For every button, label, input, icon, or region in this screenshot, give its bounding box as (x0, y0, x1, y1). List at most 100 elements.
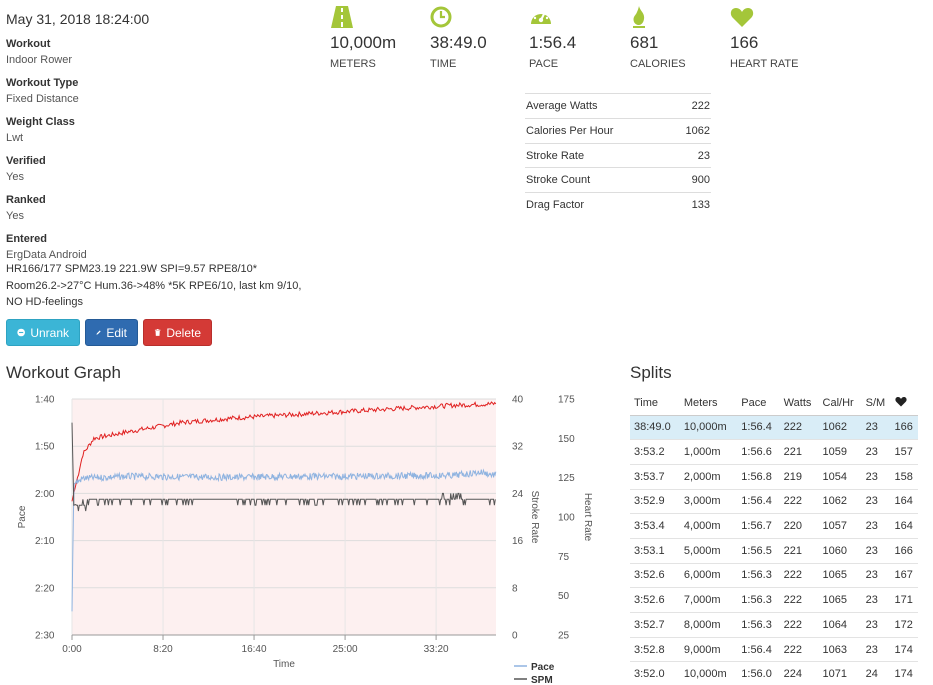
split-cell: 1059 (818, 439, 862, 465)
split-cell: 164 (890, 513, 918, 539)
x-tick-label: 16:40 (242, 644, 267, 655)
x-tick-label: 25:00 (333, 644, 358, 655)
field-label-workout: Workout (6, 38, 51, 50)
split-cell: 1:56.5 (737, 537, 780, 564)
table-row: 3:52.7 8,000m 1:56.3 222 1064 23 172 (630, 612, 918, 638)
stat-meters: 10,000m METERS (330, 6, 430, 70)
stat-meters-value: 10,000m (330, 33, 397, 52)
graph-title: Workout Graph (6, 363, 121, 382)
col-sm: S/M (861, 391, 891, 416)
metric-label: Average Watts (526, 100, 598, 112)
split-cell: 3:53.2 (630, 439, 680, 465)
hr-tick-label: 175 (558, 395, 575, 406)
speedometer-icon (531, 9, 551, 24)
stat-pace: 1:56.4 PACE (529, 6, 629, 70)
metric-value: 222 (691, 100, 710, 112)
split-cell: 3:52.6 (630, 562, 680, 588)
split-cell: 3:52.6 (630, 587, 680, 613)
stat-calories-value: 681 (630, 33, 659, 52)
split-cell: 1:56.0 (737, 661, 780, 685)
stat-time-unit: TIME (430, 58, 457, 70)
col-watts: Watts (779, 391, 819, 416)
split-cell: 1,000m (679, 439, 738, 465)
split-cell: 23 (861, 636, 891, 662)
split-cell: 3:52.9 (630, 488, 680, 514)
split-cell: 23 (861, 513, 891, 539)
metric-value: 133 (691, 199, 710, 212)
split-cell: 3,000m (679, 488, 738, 514)
split-cell: 1060 (818, 537, 862, 564)
field-value-verified: Yes (6, 171, 24, 183)
pace-tick-label: 1:40 (35, 395, 55, 406)
delete-label: Delete (166, 325, 201, 340)
split-cell: 222 (779, 414, 819, 440)
spm-tick-label: 0 (512, 631, 518, 642)
split-cell: 166 (890, 537, 918, 564)
split-cell: 2,000m (679, 463, 738, 490)
metric-label: Drag Factor (526, 199, 585, 212)
legend-pace[interactable]: Pace (531, 662, 555, 673)
x-axis-label: Time (273, 659, 295, 670)
col-heart (890, 391, 918, 416)
split-cell: 222 (779, 636, 819, 662)
split-cell: 1:56.4 (737, 414, 780, 440)
legend-spm[interactable]: SPM (531, 675, 553, 685)
split-cell: 10,000m (679, 661, 738, 685)
split-cell: 219 (779, 463, 819, 490)
col-pace: Pace (737, 391, 780, 416)
split-cell: 23 (861, 562, 891, 588)
field-label-ranked: Ranked (6, 194, 46, 206)
pace-tick-label: 2:00 (35, 489, 55, 500)
table-row: 3:52.8 9,000m 1:56.4 222 1063 23 174 (630, 636, 918, 662)
table-row: 3:53.7 2,000m 1:56.8 219 1054 23 158 (630, 463, 918, 490)
delete-button[interactable]: Delete (143, 319, 212, 346)
split-cell: 3:53.4 (630, 513, 680, 539)
pace-tick-label: 2:30 (35, 631, 55, 642)
split-cell: 10,000m (679, 414, 738, 440)
split-cell: 1054 (818, 463, 862, 490)
split-cell: 23 (861, 587, 891, 613)
col-time: Time (630, 391, 680, 416)
metric-label: Calories Per Hour (526, 124, 614, 137)
split-cell: 174 (890, 636, 918, 662)
col-calhr: Cal/Hr (818, 391, 862, 416)
field-value-workout: Indoor Rower (6, 54, 73, 66)
split-cell: 3:52.8 (630, 636, 680, 662)
workout-graph[interactable]: 1:40 1:50 2:00 2:10 2:20 2:30 40 32 24 16 8 0 175 150… (0, 388, 610, 685)
split-cell: 164 (890, 488, 918, 514)
spm-line (71, 422, 496, 512)
table-row: 3:53.1 5,000m 1:56.5 221 1060 23 166 (630, 537, 918, 564)
stat-calories-unit: CALORIES (630, 58, 686, 70)
split-cell: 1:56.8 (737, 463, 780, 490)
split-cell: 6,000m (679, 562, 738, 588)
x-tick-label: 0:00 (62, 644, 82, 655)
split-cell: 1:56.7 (737, 513, 780, 539)
stat-heart-rate-unit: HEART RATE (730, 58, 799, 70)
split-cell: 23 (861, 488, 891, 514)
pencil-icon (96, 330, 101, 335)
split-cell: 171 (890, 587, 918, 613)
clock-icon (430, 6, 452, 28)
edit-button[interactable]: Edit (85, 319, 138, 346)
field-label-verified: Verified (6, 155, 46, 167)
splits-total-row: 38:49.0 10,000m 1:56.4 222 1062 23 166 (630, 414, 918, 440)
metric-row: Average Watts 222 (525, 93, 711, 118)
x-tick-label: 33:20 (424, 644, 449, 655)
split-cell: 24 (861, 661, 891, 685)
split-cell: 23 (861, 612, 891, 638)
field-value-entered: ErgData Android (6, 249, 87, 261)
metric-row: Stroke Rate 23 (525, 142, 711, 168)
split-cell: 220 (779, 513, 819, 539)
trash-icon (154, 329, 161, 336)
stat-heart-rate: 166 HEART RATE (730, 6, 830, 70)
split-cell: 1:56.3 (737, 612, 780, 638)
metric-value: 900 (691, 174, 710, 187)
unrank-button[interactable]: Unrank (6, 319, 80, 346)
split-cell: 8,000m (679, 612, 738, 638)
split-cell: 7,000m (679, 587, 738, 613)
split-cell: 23 (861, 463, 891, 490)
plot-area (72, 399, 496, 635)
split-cell: 1065 (818, 562, 862, 588)
split-cell: 1:56.4 (737, 636, 780, 662)
col-meters: Meters (679, 391, 738, 416)
